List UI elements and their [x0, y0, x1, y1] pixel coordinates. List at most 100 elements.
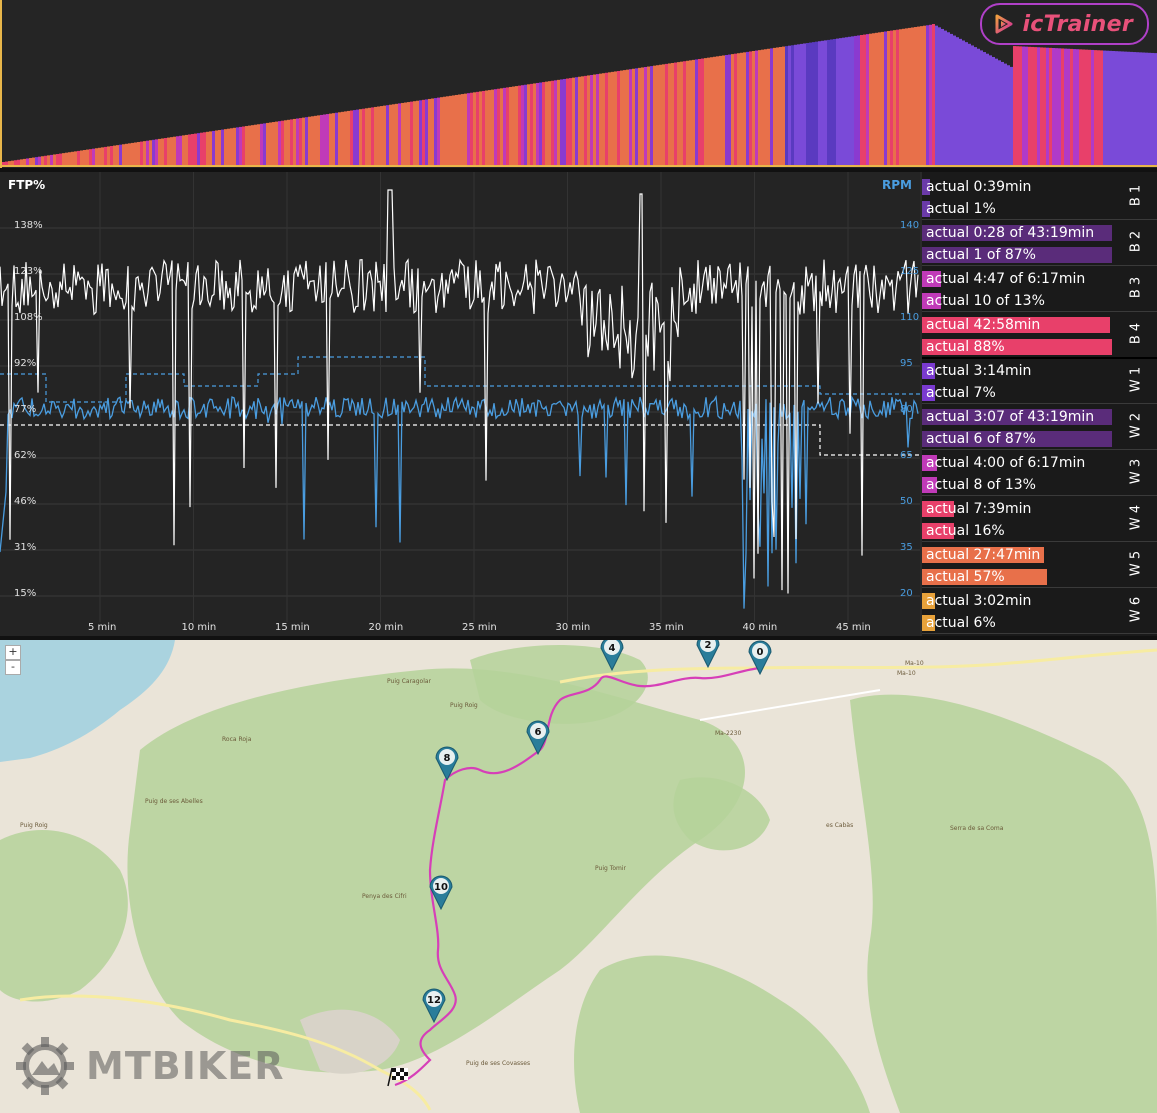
profile-bar [695, 59, 698, 166]
profile-bar [527, 84, 530, 166]
zone-group-label: W 5 [1128, 550, 1144, 577]
profile-bar [455, 94, 458, 166]
profile-bar [530, 83, 533, 166]
zone-stat-bar [922, 293, 941, 309]
rpm-tick-label: 35 [900, 542, 913, 553]
profile-bar [728, 54, 731, 166]
profile-bar [923, 25, 926, 166]
profile-bar [686, 60, 689, 166]
profile-bar [116, 145, 119, 166]
rpm-tick-label: 125 [900, 266, 920, 277]
profile-bar [968, 43, 971, 166]
route-marker[interactable]: 8 [435, 746, 459, 782]
profile-bar [104, 146, 107, 166]
profile-bar [935, 25, 938, 167]
profile-bar [560, 79, 563, 166]
profile-bar [692, 59, 695, 166]
profile-bar [1028, 46, 1031, 166]
profile-bar [701, 58, 704, 166]
ftp-axis-title: FTP% [8, 178, 46, 192]
zone-stat-row: actual 4:47 of 6:17min [922, 269, 1114, 288]
zone-stat-text: actual 8 of 13% [926, 477, 1036, 493]
target-cadence-line [0, 356, 920, 403]
zone-stat-row: actual 6% [922, 613, 1114, 632]
map-place-label: Roca Roja [222, 736, 252, 743]
profile-bar [56, 154, 59, 166]
profile-bar [149, 140, 152, 166]
profile-bar [1091, 49, 1094, 167]
profile-bar [1070, 48, 1073, 166]
profile-bar [917, 26, 920, 166]
profile-bar [521, 85, 524, 166]
profile-bar [536, 82, 539, 166]
profile-bar [1073, 49, 1076, 166]
profile-bar [158, 138, 161, 166]
profile-bar [419, 100, 422, 166]
profile-bar [977, 48, 980, 166]
profile-bar [893, 30, 896, 166]
zoom-out-button[interactable]: - [5, 660, 21, 675]
profile-bar [743, 52, 746, 166]
profile-bar [1001, 61, 1004, 167]
profile-bar [602, 73, 605, 166]
zone-group-b2: actual 0:28 of 43:19min actual 1 of 87% B … [920, 220, 1157, 266]
route-marker-label: 0 [757, 647, 764, 658]
route-marker[interactable]: 10 [429, 875, 453, 911]
zone-stat-text: actual 1% [926, 201, 996, 217]
zone-stat-bar [922, 317, 1111, 333]
profile-bar [620, 70, 623, 166]
profile-bar [584, 75, 587, 166]
zone-stat-text: actual 57% [926, 569, 1005, 585]
profile-bar [914, 27, 917, 166]
profile-bar [263, 123, 266, 166]
route-marker[interactable]: 0 [748, 640, 772, 676]
zoom-in-button[interactable]: + [5, 645, 21, 660]
zone-stat-text: actual 7% [926, 385, 996, 401]
profile-bar [278, 121, 281, 166]
zone-stat-bar [922, 615, 936, 631]
route-line [394, 666, 761, 1087]
profile-bar [647, 66, 650, 166]
profile-bar [716, 56, 719, 166]
profile-bar [575, 77, 578, 166]
profile-bar [725, 54, 728, 166]
profile-bar [170, 137, 173, 166]
zone-stat-row: actual 57% [922, 567, 1114, 586]
mtbiker-watermark: MTBIKER [14, 1035, 285, 1097]
zone-stat-bar [922, 455, 938, 471]
forest-area [127, 668, 745, 1073]
profile-bar [374, 106, 377, 166]
profile-bar [788, 45, 791, 167]
profile-bar [1040, 47, 1043, 166]
profile-bar [944, 30, 947, 166]
zone-stat-row: actual 27:47min [922, 545, 1114, 564]
map-place-label: Puig Roig [450, 702, 478, 709]
route-marker[interactable]: 2 [696, 640, 720, 669]
profile-bar [614, 71, 617, 166]
route-map[interactable]: 0 2 4 6 8 10 12 + - Puig Caragolar Puig Roig Roc… [0, 640, 1157, 1113]
profile-bar [809, 42, 812, 167]
profile-bar [431, 98, 434, 166]
zone-group-w6: actual 3:02min actual 6% W 6 [920, 588, 1157, 634]
profile-bar [662, 64, 665, 166]
profile-bar [986, 53, 989, 167]
zone-stat-bar [922, 501, 955, 517]
urban-area [300, 1009, 400, 1074]
profile-bar [767, 48, 770, 166]
zone-stat-text: actual 6 of 87% [926, 431, 1036, 447]
profile-bar [1010, 66, 1013, 166]
profile-bar [413, 101, 416, 166]
profile-bar [830, 39, 833, 166]
route-marker[interactable]: 4 [600, 640, 624, 672]
zone-group-label: B 3 [1128, 276, 1144, 299]
profile-bar [284, 120, 287, 166]
profile-bar [29, 158, 32, 166]
profile-bar [86, 149, 89, 166]
profile-bar [32, 157, 35, 166]
route-marker[interactable]: 6 [526, 720, 550, 756]
route-marker[interactable]: 12 [422, 988, 446, 1024]
profile-bar [899, 29, 902, 166]
map-canvas[interactable]: 0 2 4 6 8 10 12 [0, 640, 1157, 1113]
profile-bar [95, 148, 98, 166]
profile-bar [365, 108, 368, 166]
